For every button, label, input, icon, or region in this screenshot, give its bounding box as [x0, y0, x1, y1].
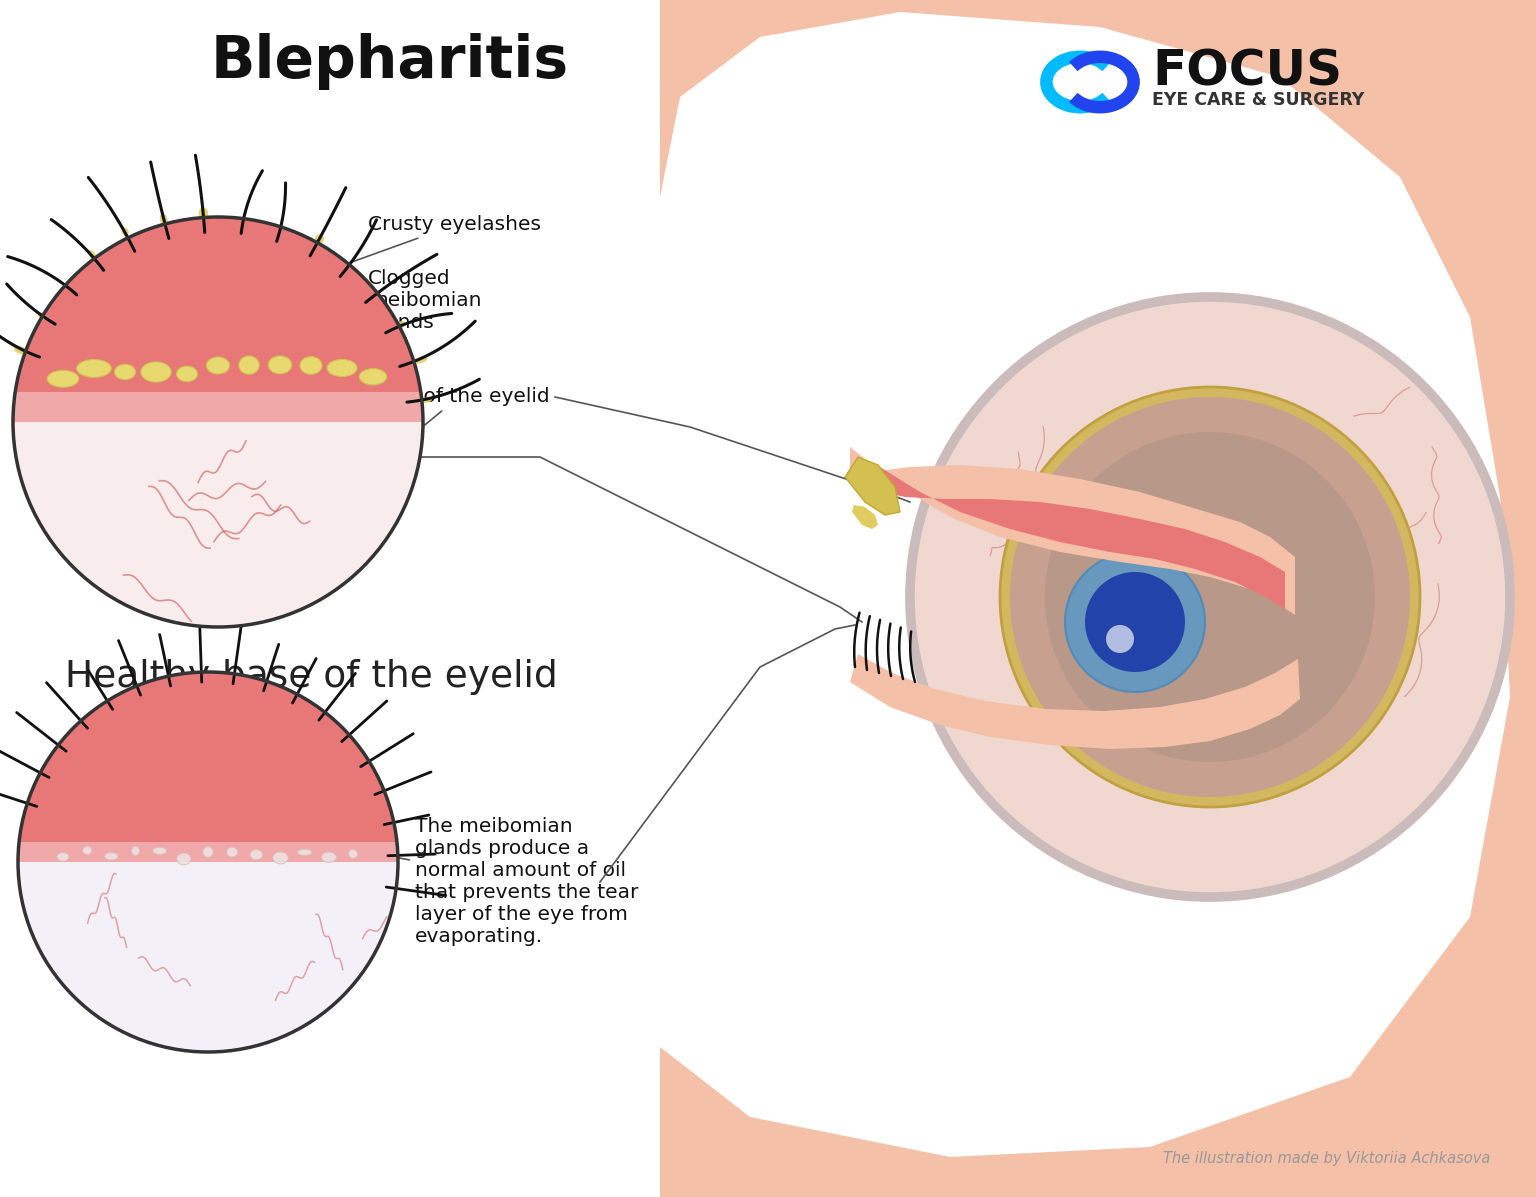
Circle shape [1011, 397, 1410, 797]
Text: Eye: Eye [369, 448, 406, 529]
Ellipse shape [57, 852, 69, 861]
Ellipse shape [273, 852, 289, 864]
Polygon shape [660, 0, 1536, 1197]
Ellipse shape [104, 852, 118, 859]
Ellipse shape [115, 364, 135, 379]
Ellipse shape [298, 849, 312, 856]
Wedge shape [12, 217, 422, 423]
Polygon shape [12, 423, 422, 627]
Text: The meibomian
glands produce a
normal amount of oil
that prevents the tear
layer: The meibomian glands produce a normal am… [381, 818, 639, 947]
Circle shape [1064, 552, 1206, 692]
Ellipse shape [141, 361, 170, 382]
Ellipse shape [203, 846, 214, 857]
Text: EYE CARE & SURGERY: EYE CARE & SURGERY [1152, 91, 1364, 109]
Ellipse shape [327, 359, 356, 377]
Ellipse shape [227, 847, 238, 857]
Text: Healthy base of the eyelid: Healthy base of the eyelid [65, 660, 558, 695]
Ellipse shape [349, 850, 358, 858]
Text: Base of the eyelid: Base of the eyelid [369, 388, 550, 445]
Polygon shape [845, 457, 900, 515]
Ellipse shape [315, 235, 324, 244]
Wedge shape [18, 672, 398, 862]
Ellipse shape [37, 312, 46, 320]
Circle shape [915, 302, 1505, 892]
Polygon shape [852, 505, 879, 529]
Ellipse shape [177, 366, 198, 382]
Polygon shape [12, 217, 422, 423]
Ellipse shape [300, 357, 323, 375]
Ellipse shape [77, 359, 111, 377]
Ellipse shape [198, 207, 209, 219]
Circle shape [1044, 432, 1375, 762]
Ellipse shape [415, 357, 427, 364]
Text: The illustration made by Viktoriia Achkasova: The illustration made by Viktoriia Achka… [1163, 1152, 1490, 1167]
Ellipse shape [160, 213, 167, 225]
Polygon shape [849, 654, 1299, 749]
Circle shape [909, 297, 1510, 897]
Ellipse shape [206, 357, 229, 373]
Text: Clogged
meibomian
glands: Clogged meibomian glands [369, 269, 481, 375]
Ellipse shape [88, 250, 97, 261]
Circle shape [1000, 387, 1419, 807]
Polygon shape [18, 841, 398, 877]
Circle shape [1106, 625, 1134, 654]
Text: Crusty eyelashes: Crusty eyelashes [341, 215, 541, 266]
Ellipse shape [269, 356, 292, 373]
Text: FOCUS: FOCUS [1152, 48, 1342, 96]
Text: Blepharitis: Blepharitis [210, 34, 568, 91]
Ellipse shape [132, 846, 140, 856]
Ellipse shape [396, 321, 406, 328]
Ellipse shape [238, 356, 260, 375]
Circle shape [1084, 572, 1184, 672]
Ellipse shape [177, 853, 190, 864]
Ellipse shape [359, 369, 387, 385]
Polygon shape [880, 467, 1286, 609]
Ellipse shape [121, 227, 129, 236]
Ellipse shape [250, 850, 263, 859]
Ellipse shape [321, 852, 336, 863]
Ellipse shape [83, 846, 92, 855]
Ellipse shape [48, 370, 78, 388]
Ellipse shape [14, 346, 26, 354]
Polygon shape [18, 862, 398, 1052]
Ellipse shape [152, 847, 166, 855]
Polygon shape [849, 446, 1295, 615]
Polygon shape [12, 391, 422, 442]
Polygon shape [18, 672, 398, 862]
Ellipse shape [419, 397, 432, 403]
